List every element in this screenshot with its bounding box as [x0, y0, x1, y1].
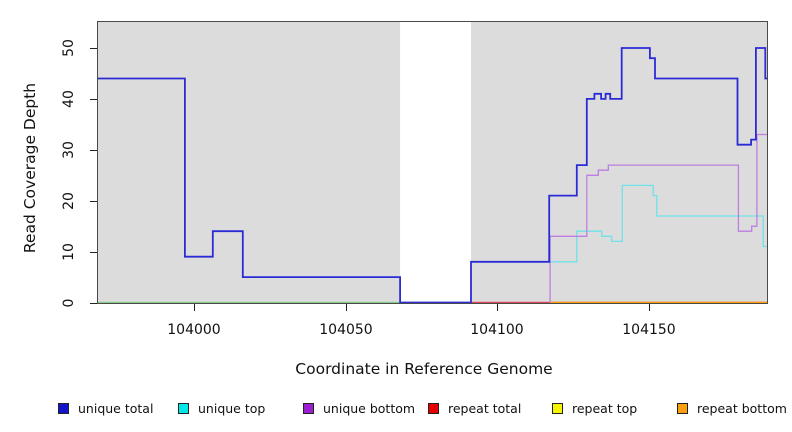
- legend-label: unique top: [198, 400, 266, 416]
- series-line-unique-total: [97, 47, 768, 304]
- y-tick-label: 50: [61, 39, 77, 57]
- legend-label: unique total: [78, 400, 154, 416]
- legend: unique total unique top unique bottom re…: [0, 399, 792, 419]
- x-tick-label: 104100: [470, 322, 524, 338]
- axis-ticks: [90, 48, 650, 311]
- legend-item-repeat-bottom: repeat bottom: [677, 399, 787, 417]
- x-tick-label: 104150: [622, 322, 676, 338]
- x-tick-label: 104000: [167, 322, 221, 338]
- legend-item-unique-total: unique total: [58, 399, 153, 417]
- unique-top-swatch-icon: [178, 402, 189, 414]
- series-lines: [97, 47, 768, 304]
- legend-label: unique bottom: [323, 400, 416, 416]
- legend-label: repeat bottom: [697, 400, 787, 416]
- legend-label: repeat top: [572, 400, 638, 416]
- legend-item-unique-top: unique top: [178, 399, 265, 417]
- series-line-unique-top: [550, 184, 768, 263]
- legend-item-repeat-top: repeat top: [552, 399, 637, 417]
- y-tick-label: 10: [61, 243, 77, 261]
- y-axis-title: Read Coverage Depth: [21, 82, 39, 254]
- x-tick-label: 104050: [319, 322, 373, 338]
- plot-border: [97, 21, 768, 304]
- unique-total-swatch-icon: [58, 402, 69, 414]
- x-axis-title: Coordinate in Reference Genome: [295, 360, 553, 378]
- legend-label: repeat total: [448, 400, 522, 416]
- y-tick-label: 30: [61, 141, 77, 159]
- y-tick-label: 40: [61, 90, 77, 108]
- unique-bottom-swatch-icon: [303, 402, 314, 414]
- repeat-bottom-swatch-icon: [677, 402, 688, 414]
- y-tick-label: 20: [61, 192, 77, 210]
- repeat-total-swatch-icon: [428, 402, 439, 414]
- no-data-gap-band: [400, 21, 472, 304]
- repeat-top-swatch-icon: [552, 402, 563, 414]
- y-tick-label: 0: [61, 298, 77, 308]
- legend-item-repeat-total: repeat total: [428, 399, 521, 417]
- series-line-unique-bottom: [549, 133, 768, 303]
- legend-item-unique-bottom: unique bottom: [303, 399, 415, 417]
